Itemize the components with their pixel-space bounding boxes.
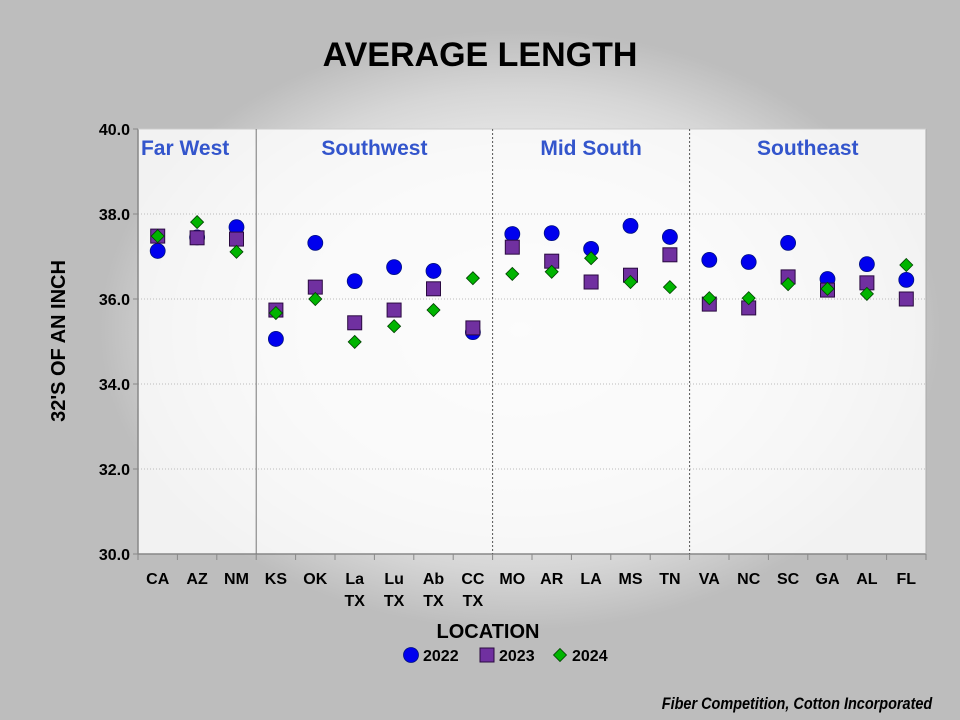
data-point-2023 — [583, 274, 599, 290]
x-tick-label: GA — [816, 571, 840, 588]
data-point-2023 — [229, 231, 244, 247]
data-point-2022 — [622, 217, 639, 234]
data-point-2023 — [662, 247, 678, 263]
x-tick-label: KS — [265, 571, 288, 588]
data-point-2024 — [662, 280, 677, 295]
data-point-2024 — [899, 257, 914, 273]
data-point-2022 — [898, 271, 915, 288]
y-tick-label: 32.0 — [99, 462, 130, 479]
data-point-2022 — [859, 256, 875, 273]
x-tick-label: MO — [499, 571, 525, 588]
x-tick-label: CA — [146, 571, 170, 588]
data-point-2023 — [189, 230, 205, 246]
data-point-2024 — [308, 291, 323, 307]
data-point-2024 — [584, 251, 599, 266]
data-point-2023 — [504, 239, 520, 255]
x-tick-label: AR — [540, 571, 564, 588]
data-point-2023 — [386, 302, 402, 318]
data-point-2023 — [426, 281, 441, 297]
x-tick-label: La — [345, 571, 364, 588]
x-axis-title: LOCATION — [437, 621, 540, 643]
region-label: Mid South — [540, 137, 641, 160]
y-tick-label: 38.0 — [99, 207, 130, 224]
data-point-2024 — [781, 277, 796, 292]
data-point-2023 — [465, 320, 481, 336]
data-point-2022 — [701, 251, 718, 268]
data-point-2024 — [190, 215, 205, 230]
x-tick-label: OK — [303, 571, 327, 588]
chart-title: AVERAGE LENGTH — [322, 36, 638, 74]
data-point-2022 — [662, 229, 678, 245]
legend-marker-2022 — [403, 647, 419, 663]
data-point-2024 — [702, 291, 717, 306]
y-tick-label: 36.0 — [99, 292, 130, 309]
x-tick-label: NM — [224, 571, 249, 588]
data-point-2022 — [267, 331, 284, 347]
y-axis-title: 32'S OF AN INCH — [48, 260, 70, 422]
y-tick-label: 30.0 — [99, 547, 130, 564]
x-tick-label: TX — [384, 593, 405, 610]
data-point-2024 — [820, 281, 835, 296]
region-label: Far West — [141, 137, 229, 160]
x-tick-label: VA — [699, 571, 720, 588]
data-point-2022 — [149, 243, 166, 259]
y-tick-label: 40.0 — [99, 122, 130, 139]
data-point-2024 — [347, 334, 362, 349]
x-tick-label: FL — [897, 571, 917, 588]
data-point-2024 — [544, 264, 559, 279]
data-point-2024 — [229, 244, 244, 259]
x-tick-label: TX — [344, 593, 365, 610]
x-tick-label: MS — [619, 571, 643, 588]
data-point-2023 — [347, 315, 363, 331]
y-tick-label: 34.0 — [99, 377, 130, 394]
data-point-2024 — [859, 286, 874, 301]
x-tick-label: TX — [423, 593, 444, 610]
data-point-2023 — [898, 291, 914, 307]
x-tick-label: TX — [463, 593, 484, 610]
x-tick-label: TN — [659, 571, 680, 588]
x-tick-label: AL — [856, 571, 878, 588]
region-label: Southeast — [757, 137, 859, 160]
data-point-2024 — [387, 319, 402, 334]
legend-marker-2024 — [552, 647, 568, 663]
x-tick-label: NC — [737, 571, 761, 588]
x-tick-label: Lu — [384, 571, 404, 588]
data-point-2022 — [740, 254, 757, 270]
data-point-2024 — [465, 271, 480, 286]
data-point-2024 — [741, 291, 756, 306]
legend-marker-2023 — [479, 647, 495, 663]
legend-label: 2024 — [572, 648, 608, 665]
data-point-2024 — [623, 274, 638, 290]
data-point-2022 — [386, 259, 403, 276]
x-tick-label: Ab — [423, 571, 445, 588]
x-tick-label: AZ — [186, 571, 208, 588]
data-point-2022 — [504, 226, 521, 242]
data-point-2024 — [150, 229, 165, 244]
data-point-2024 — [268, 305, 283, 321]
data-point-2022 — [425, 263, 442, 279]
data-point-2024 — [505, 266, 520, 281]
x-tick-label: CC — [461, 571, 485, 588]
data-point-2022 — [543, 225, 560, 242]
x-tick-label: SC — [777, 571, 800, 588]
data-point-2022 — [346, 273, 363, 290]
data-point-2024 — [426, 302, 441, 318]
data-point-2022 — [307, 234, 324, 251]
region-label: Southwest — [321, 137, 427, 160]
x-tick-label: LA — [580, 571, 602, 588]
data-point-2022 — [780, 234, 796, 251]
legend-label: 2023 — [499, 648, 535, 665]
legend-label: 2022 — [423, 648, 459, 665]
source-credit: Fiber Competition, Cotton Incorporated — [661, 694, 932, 713]
